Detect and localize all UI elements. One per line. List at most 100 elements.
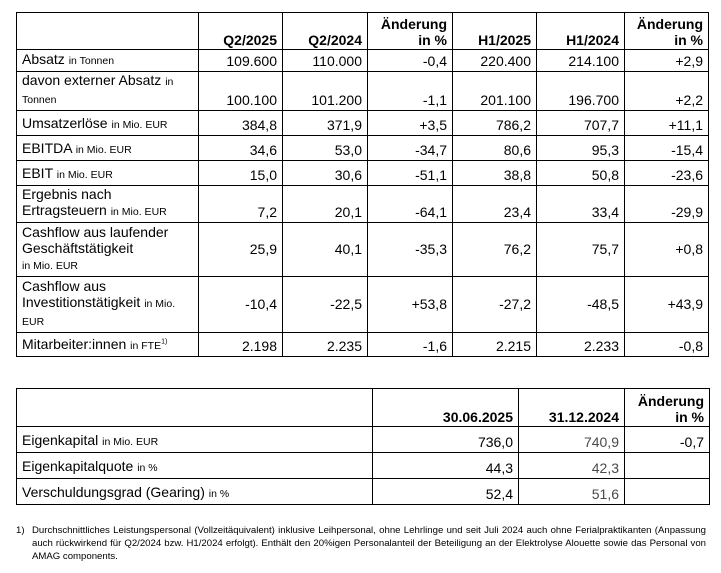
row-label: Absatz in Tonnen [16, 49, 199, 72]
row-label: Eigenkapital in Mio. EUR [16, 426, 373, 453]
cell-value: +53,8 [367, 276, 453, 333]
cell-value: -0,7 [624, 426, 710, 453]
row-label: Cashflow aus laufender Geschäftstätigkei… [16, 222, 199, 277]
cell-value: -0,4 [367, 49, 453, 72]
cell-value: 384,8 [198, 110, 283, 136]
kpi-header-h1-2024: H1/2024 [536, 12, 625, 50]
cell-value: -29,9 [624, 185, 709, 223]
cell-value: -64,1 [367, 185, 453, 223]
cell-value: 95,3 [536, 135, 625, 161]
cell-value: -23,6 [624, 160, 709, 186]
table-row: Eigenkapital in Mio. EUR 736,0 740,9 -0,… [16, 426, 710, 453]
table-row: Verschuldungsgrad (Gearing) in % 52,4 51… [16, 478, 710, 505]
row-label: Ergebnis nach Ertragsteuern in Mio. EUR [16, 185, 199, 223]
balance-header-blank [16, 388, 373, 427]
cell-value: 2.235 [282, 332, 368, 357]
cell-value: 38,8 [452, 160, 537, 186]
footnote: 1) Durchschnittliches Leistungspersonal … [16, 524, 706, 563]
table-row: EBIT in Mio. EUR 15,0 30,6 -51,1 38,8 50… [16, 160, 709, 186]
cell-value: 100.100 [198, 71, 283, 111]
cell-value: -1,6 [367, 332, 453, 357]
row-label: EBITDA in Mio. EUR [16, 135, 199, 161]
table-row: davon externer Absatz in Tonnen 100.100 … [16, 71, 709, 111]
table-row: Absatz in Tonnen 109.600 110.000 -0,4 22… [16, 49, 709, 72]
row-label: Verschuldungsgrad (Gearing) in % [16, 478, 373, 505]
cell-value: 736,0 [372, 426, 519, 453]
cell-value: -27,2 [452, 276, 537, 333]
kpi-header-change-h1: Änderung in % [624, 12, 709, 50]
row-label: Cashflow aus Investitionstätigkeit in Mi… [16, 276, 199, 333]
cell-value: 76,2 [452, 222, 537, 277]
cell-value: 52,4 [372, 478, 519, 505]
kpi-header-change-q: Änderung in % [367, 12, 453, 50]
cell-value: 101.200 [282, 71, 368, 111]
cell-value: 34,6 [198, 135, 283, 161]
table-row: Ergebnis nach Ertragsteuern in Mio. EUR … [16, 185, 709, 223]
row-label: Umsatzerlöse in Mio. EUR [16, 110, 199, 136]
cell-value: 220.400 [452, 49, 537, 72]
table-row: Cashflow aus laufender Geschäftstätigkei… [16, 222, 709, 277]
cell-value [624, 452, 710, 479]
cell-value: -35,3 [367, 222, 453, 277]
cell-value: -15,4 [624, 135, 709, 161]
cell-value: 214.100 [536, 49, 625, 72]
cell-value: 20,1 [282, 185, 368, 223]
kpi-header-row: Q2/2025 Q2/2024 Änderung in % H1/2025 H1/… [16, 12, 709, 50]
cell-value: +3,5 [367, 110, 453, 136]
cell-value: -0,8 [624, 332, 709, 357]
row-label: Mitarbeiter:innen in FTE1) [16, 332, 199, 357]
cell-value: 44,3 [372, 452, 519, 479]
cell-value: +11,1 [624, 110, 709, 136]
cell-value: 80,6 [452, 135, 537, 161]
cell-value: 42,3 [518, 452, 625, 479]
cell-value: +2,2 [624, 71, 709, 111]
cell-value [624, 478, 710, 505]
cell-value: 25,9 [198, 222, 283, 277]
table-row: Mitarbeiter:innen in FTE1) 2.198 2.235 -… [16, 332, 709, 357]
cell-value: 23,4 [452, 185, 537, 223]
cell-value: 30,6 [282, 160, 368, 186]
cell-value: 51,6 [518, 478, 625, 505]
cell-value: -34,7 [367, 135, 453, 161]
balance-header-change: Änderung in % [624, 388, 710, 427]
cell-value: 40,1 [282, 222, 368, 277]
cell-value: 786,2 [452, 110, 537, 136]
cell-value: -22,5 [282, 276, 368, 333]
balance-header-2024: 31.12.2024 [518, 388, 625, 427]
cell-value: 33,4 [536, 185, 625, 223]
cell-value: +43,9 [624, 276, 709, 333]
table-row: EBITDA in Mio. EUR 34,6 53,0 -34,7 80,6 … [16, 135, 709, 161]
footnote-ref: 1) [161, 338, 168, 346]
cell-value: 75,7 [536, 222, 625, 277]
cell-value: 50,8 [536, 160, 625, 186]
cell-value: +2,9 [624, 49, 709, 72]
cell-value: 109.600 [198, 49, 283, 72]
table-row: Cashflow aus Investitionstätigkeit in Mi… [16, 276, 709, 333]
cell-value: 15,0 [198, 160, 283, 186]
kpi-header-q2-2024: Q2/2024 [282, 12, 368, 50]
balance-header-2025: 30.06.2025 [372, 388, 519, 427]
footnote-mark: 1) [16, 525, 25, 536]
cell-value: +0,8 [624, 222, 709, 277]
cell-value: 2.233 [536, 332, 625, 357]
cell-value: 201.100 [452, 71, 537, 111]
cell-value: -1,1 [367, 71, 453, 111]
row-label: EBIT in Mio. EUR [16, 160, 199, 186]
kpi-table: Q2/2025 Q2/2024 Änderung in % H1/2025 H1/… [16, 12, 709, 357]
kpi-header-q2-2025: Q2/2025 [198, 12, 283, 50]
row-label: davon externer Absatz in Tonnen [16, 71, 199, 111]
table-row: Umsatzerlöse in Mio. EUR 384,8 371,9 +3,… [16, 110, 709, 136]
cell-value: -10,4 [198, 276, 283, 333]
cell-value: -51,1 [367, 160, 453, 186]
cell-value: 707,7 [536, 110, 625, 136]
cell-value: 53,0 [282, 135, 368, 161]
cell-value: 196.700 [536, 71, 625, 111]
cell-value: 371,9 [282, 110, 368, 136]
balance-table: 30.06.2025 31.12.2024 Änderung in % Eigen… [16, 388, 710, 505]
cell-value: 740,9 [518, 426, 625, 453]
cell-value: 2.198 [198, 332, 283, 357]
table-row: Eigenkapitalquote in % 44,3 42,3 [16, 452, 710, 479]
kpi-header-blank [16, 12, 199, 50]
row-label: Eigenkapitalquote in % [16, 452, 373, 479]
kpi-header-h1-2025: H1/2025 [452, 12, 537, 50]
